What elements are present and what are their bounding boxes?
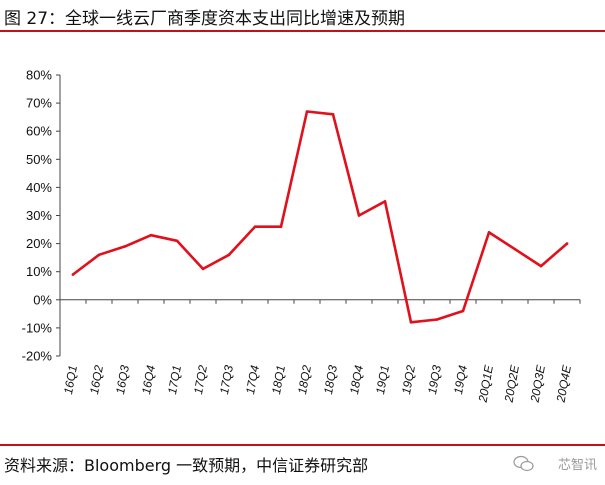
x-tick-label: 19Q1 — [373, 364, 392, 395]
data-point — [175, 239, 179, 243]
data-point — [123, 245, 127, 248]
watermark-text: 芯智讯 — [557, 458, 597, 473]
y-tick-label: 30% — [26, 208, 52, 223]
data-point — [201, 267, 205, 271]
footer-rule — [0, 444, 605, 446]
x-tick-label: 17Q2 — [191, 364, 210, 396]
x-tick-label: 20Q2E — [502, 363, 523, 404]
data-point — [227, 253, 231, 257]
data-point — [71, 273, 75, 276]
x-tick-label: 18Q4 — [347, 364, 366, 396]
line-chart: -20% -10% 0% 10% 20% 30% 40% 50% 60% 70% 80% 16Q1 16… — [22, 68, 581, 404]
y-tick-label: 40% — [26, 180, 52, 195]
x-tick-label: 19Q4 — [451, 364, 470, 396]
y-tick-label: 50% — [26, 152, 52, 167]
data-point — [539, 264, 543, 268]
x-tick-label: 18Q3 — [321, 364, 340, 396]
data-point — [487, 231, 491, 234]
data-point — [253, 225, 257, 229]
y-tick-label: 20% — [26, 236, 52, 251]
x-tick-label: 16Q4 — [139, 364, 158, 396]
x-tick-label: 16Q2 — [87, 364, 106, 396]
data-point — [149, 233, 153, 237]
x-tick-label: 18Q1 — [269, 364, 288, 395]
y-tick-label: 0% — [33, 292, 52, 307]
x-tick-label: 17Q4 — [243, 364, 262, 396]
x-tick-label: 19Q2 — [399, 364, 418, 396]
figure-title: 图 27：全球一线云厂商季度资本支出同比增速及预期 — [4, 9, 406, 29]
x-tick-label: 16Q3 — [113, 364, 132, 396]
x-tick-label: 17Q3 — [217, 364, 236, 396]
data-point — [435, 318, 439, 321]
x-tick-label: 20Q3E — [528, 363, 549, 404]
data-point — [97, 253, 101, 257]
data-point — [461, 309, 465, 313]
y-tick-label: 80% — [26, 68, 52, 83]
y-tick-label: -20% — [22, 349, 53, 364]
x-tick-label: 20Q1E — [476, 363, 497, 404]
title-rule — [0, 30, 605, 32]
x-tick-label: 18Q2 — [295, 364, 314, 396]
x-tick-label: 17Q1 — [165, 364, 184, 395]
data-point — [357, 214, 361, 217]
source-note: 资料来源：Bloomberg 一致预期，中信证券研究部 — [4, 456, 369, 475]
data-point — [513, 247, 517, 251]
x-tick-label: 19Q3 — [425, 364, 444, 396]
wechat-icon — [513, 455, 534, 472]
y-tick-label: -10% — [22, 320, 53, 335]
data-point — [565, 242, 569, 245]
data-point — [331, 113, 335, 116]
series-line — [71, 110, 569, 324]
x-tick-label: 20Q4E — [554, 363, 575, 404]
y-tick-label: 70% — [26, 96, 52, 111]
y-tick-label: 60% — [26, 124, 52, 139]
x-tick-label: 16Q1 — [61, 364, 80, 395]
data-point — [409, 320, 413, 324]
data-point — [305, 110, 309, 113]
data-point — [383, 200, 387, 203]
y-tick-label: 10% — [26, 264, 52, 279]
data-point — [279, 225, 283, 229]
